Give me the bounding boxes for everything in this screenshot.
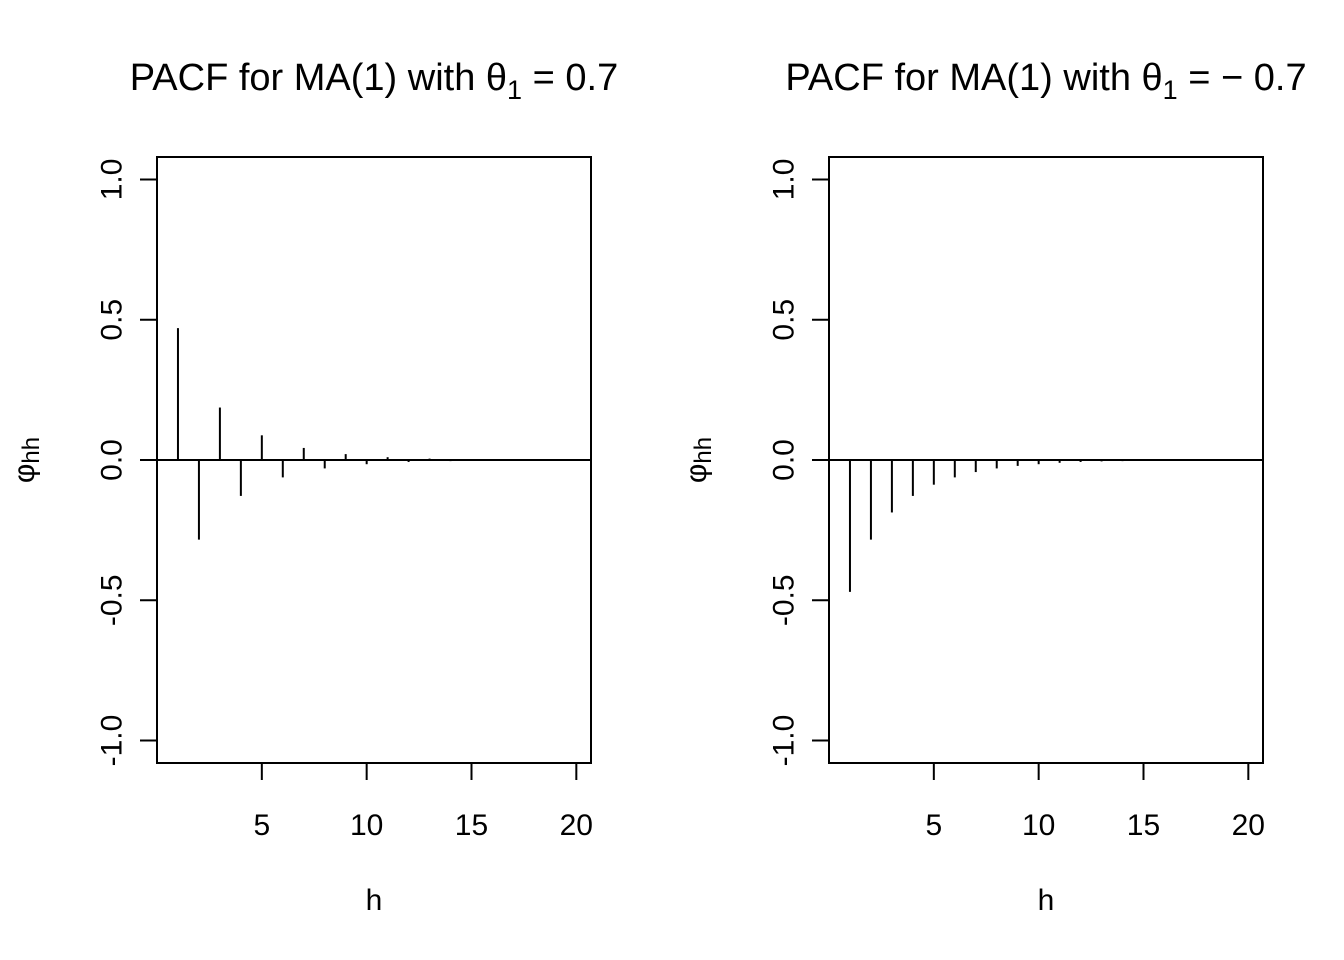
y-label-subscript: hh [690,437,717,464]
title-suffix: = − 0.7 [1178,57,1307,99]
x-tick-label-20: 20 [560,809,593,842]
y-tick-label-2: 0.0 [96,439,129,481]
y-label-subscript: hh [18,437,45,464]
y-tick-label-3: 0.5 [768,299,801,341]
y-label-phi-symbol: φ [680,464,713,483]
x-tick-label-15: 15 [455,809,488,842]
x-tick-label-5: 5 [925,809,942,842]
title-subscript: 1 [1163,75,1178,105]
x-tick-label-10: 10 [350,809,383,842]
y-tick-label-4: 1.0 [768,159,801,201]
y-tick-label-1: -0.5 [96,574,129,626]
y-tick-label-0: -1.0 [768,715,801,767]
chart-title: PACF for MA(1) with θ1 = 0.7 [130,57,618,105]
y-tick-label-4: 1.0 [96,159,129,201]
y-tick-label-3: 0.5 [96,299,129,341]
y-tick-label-2: 0.0 [768,439,801,481]
y-label-phi-symbol: φ [8,464,41,483]
y-axis-label: φhh [680,437,717,483]
title-prefix: PACF for MA(1) with [785,57,1141,99]
x-tick-label-5: 5 [253,809,270,842]
left-pacf-panel: PACF for MA(1) with θ1 = 0.7 5 10 15 20 -1.0 -… [8,57,619,917]
title-suffix: = 0.7 [522,57,618,99]
y-axis-label: φhh [8,437,45,483]
y-tick-label-0: -1.0 [96,715,129,767]
x-tick-label-10: 10 [1022,809,1055,842]
x-axis-label: h [366,884,383,917]
title-theta-symbol: θ [486,57,507,99]
x-tick-label-20: 20 [1232,809,1265,842]
y-tick-label-1: -0.5 [768,574,801,626]
right-pacf-panel: PACF for MA(1) with θ1 = − 0.7 5 10 15 20 -1.… [680,57,1307,917]
chart-title: PACF for MA(1) with θ1 = − 0.7 [785,57,1306,105]
title-prefix: PACF for MA(1) with [130,57,486,99]
title-subscript: 1 [507,75,522,105]
x-axis-label: h [1038,884,1055,917]
x-tick-label-15: 15 [1127,809,1160,842]
title-theta-symbol: θ [1142,57,1163,99]
